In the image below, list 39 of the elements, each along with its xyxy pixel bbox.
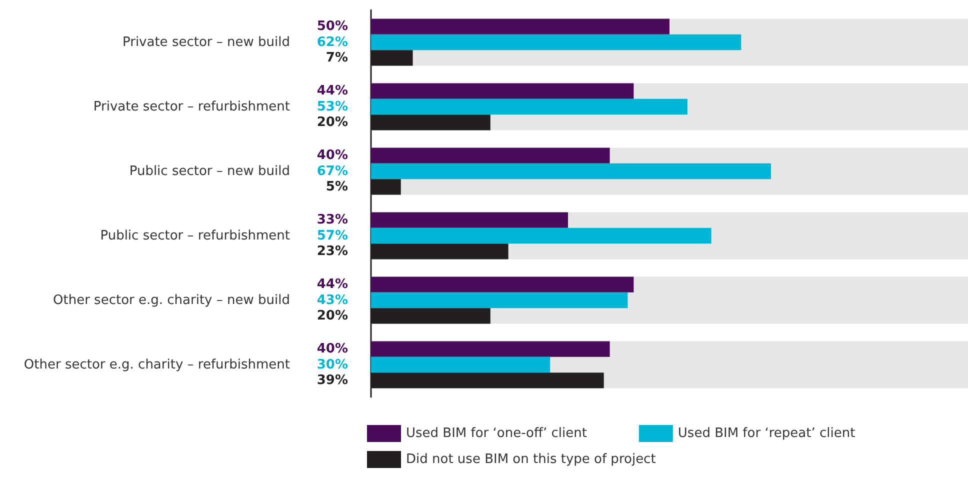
data-label: 43% <box>316 292 348 308</box>
bar <box>371 18 670 34</box>
data-label: 33% <box>316 212 348 228</box>
data-label: 67% <box>316 164 348 179</box>
legend-label: Used BIM for ‘repeat’ client <box>678 426 856 441</box>
y-tick-label: Public sector – new build <box>129 164 290 179</box>
bar <box>371 228 712 244</box>
y-tick-label: Public sector – refurbishment <box>100 228 290 244</box>
bar <box>371 148 610 164</box>
bar <box>371 163 771 180</box>
data-label: 7% <box>326 50 348 66</box>
data-label: 30% <box>316 357 348 372</box>
data-label: 20% <box>316 308 348 324</box>
y-tick-label: Other sector e.g. charity – new build <box>53 292 290 308</box>
bar <box>371 356 550 373</box>
data-label: 57% <box>316 228 348 244</box>
data-label: 23% <box>316 244 348 259</box>
bar <box>371 276 634 292</box>
data-label: 39% <box>316 372 348 388</box>
bar <box>371 341 610 357</box>
bar <box>371 83 634 99</box>
data-label: 50% <box>316 19 348 34</box>
bar <box>371 98 688 115</box>
bar <box>371 212 568 228</box>
data-label: 5% <box>326 179 348 194</box>
data-label: 20% <box>316 114 348 130</box>
bar <box>371 34 742 50</box>
data-label: 53% <box>316 99 348 114</box>
y-tick-label: Other sector e.g. charity – refurbishment <box>24 357 290 372</box>
data-label: 62% <box>316 34 348 50</box>
data-label: 44% <box>316 84 348 99</box>
y-tick-label: Private sector – new build <box>122 34 290 50</box>
bar <box>371 292 628 308</box>
legend-label: Did not use BIM on this type of project <box>406 452 656 467</box>
y-tick-label: Private sector – refurbishment <box>93 99 290 114</box>
data-label: 40% <box>316 342 348 357</box>
legend-label: Used BIM for ‘one-off’ client <box>406 426 587 441</box>
data-label: 44% <box>316 277 348 292</box>
data-label: 40% <box>316 148 348 164</box>
